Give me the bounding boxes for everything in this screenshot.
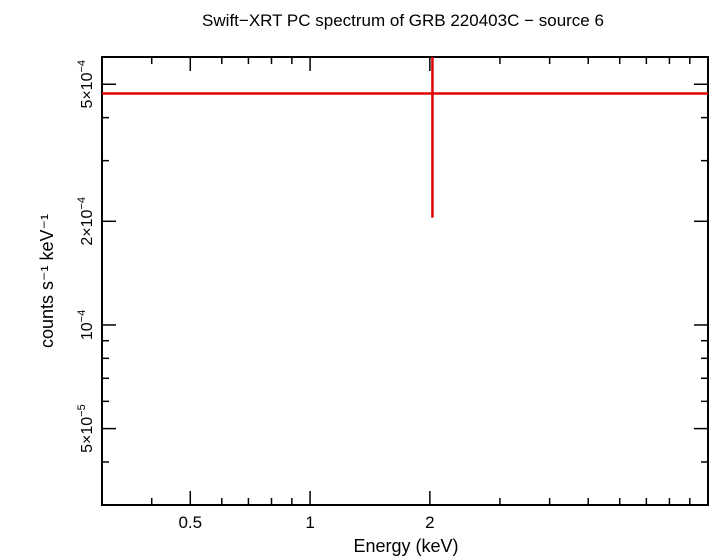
x-tick-label: 2 bbox=[425, 513, 434, 532]
y-tick-label-text: 5×10−5 bbox=[76, 404, 96, 453]
y-axis-label: counts s⁻¹ keV⁻¹ bbox=[37, 214, 57, 348]
x-axis-ticks bbox=[101, 57, 709, 505]
y-tick-label: 2×10−4 bbox=[76, 197, 96, 246]
x-tick-label: 0.5 bbox=[178, 513, 202, 532]
plot-frame bbox=[101, 56, 709, 506]
chart-title: Swift−XRT PC spectrum of GRB 220403C − s… bbox=[202, 11, 604, 30]
y-tick-label: 5×10−4 bbox=[76, 60, 96, 109]
y-axis-ticks bbox=[102, 83, 708, 506]
x-axis-tick-labels: 0.5 1 2 bbox=[178, 513, 434, 532]
y-axis-tick-labels: 5×10−5 10−4 2×10−4 5×10−4 bbox=[76, 60, 96, 453]
y-tick-label-text: 10−4 bbox=[76, 310, 96, 340]
y-tick-label: 5×10−5 bbox=[76, 404, 96, 453]
y-tick-label-text: 2×10−4 bbox=[76, 197, 96, 246]
x-axis-label: Energy (keV) bbox=[353, 536, 458, 556]
y-tick-label-text: 5×10−4 bbox=[76, 60, 96, 109]
y-tick-label: 10−4 bbox=[76, 310, 96, 340]
x-tick-label: 1 bbox=[305, 513, 314, 532]
data-marks bbox=[102, 57, 708, 218]
